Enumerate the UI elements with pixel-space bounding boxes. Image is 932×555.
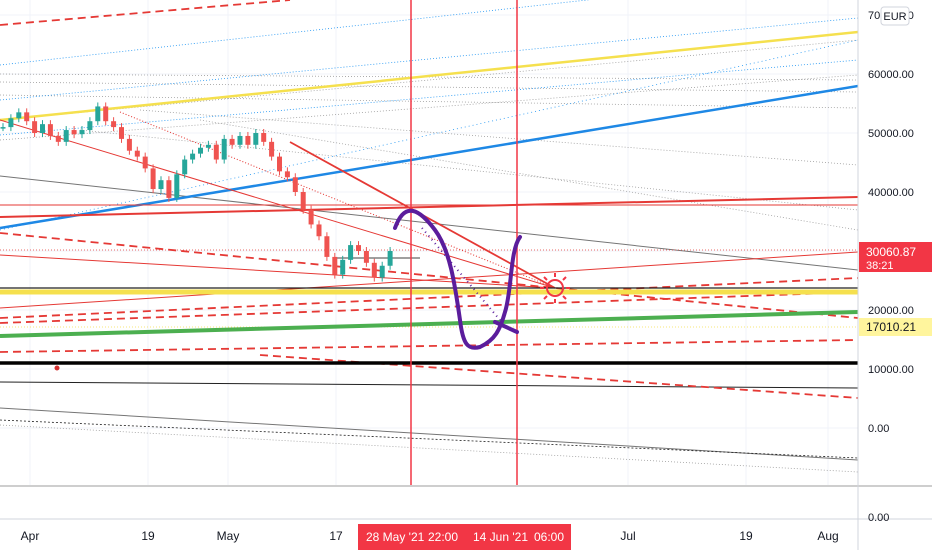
candle-body (213, 144, 219, 160)
candle-body (292, 177, 298, 192)
candle-body (340, 259, 346, 275)
candle-body (142, 156, 148, 169)
hand-drawn-path[interactable] (393, 208, 522, 350)
candle-body (79, 130, 85, 135)
candle-body (103, 106, 109, 122)
level-price-label: 17010.21 (859, 318, 932, 336)
candle-body (300, 192, 306, 210)
gridlines (0, 0, 858, 485)
svg-text:17010.21: 17010.21 (866, 320, 916, 334)
x-tick-label: Jul (620, 529, 635, 543)
candle-body (237, 135, 243, 145)
current-price-label: 30060.87 38:21 (859, 242, 932, 272)
price-series (0, 102, 393, 282)
x-tick-label: 17 (329, 529, 343, 543)
x-tick-label: Aug (817, 529, 838, 543)
candle-body (71, 130, 77, 135)
candle-body (47, 124, 53, 136)
candle-body (253, 133, 259, 145)
candle-body (182, 159, 188, 175)
candle-body (32, 121, 38, 133)
candle-body (111, 121, 117, 128)
candle-body (198, 147, 203, 154)
candle-body (308, 209, 314, 225)
candle-body (284, 171, 290, 178)
candle-body (221, 138, 227, 160)
candle-body (371, 262, 377, 278)
candle-body (277, 156, 282, 172)
hand-drawn-tail (493, 320, 519, 334)
candle-body (0, 127, 6, 129)
candle-body (348, 245, 354, 260)
candle-body (205, 144, 211, 148)
candle-body (229, 138, 235, 145)
candle-body (174, 174, 180, 198)
svg-text:14 Jun '21: 14 Jun '21 (473, 530, 528, 544)
candle-body (332, 256, 338, 275)
candle-body (166, 180, 172, 198)
y-tick-label: 10000.00 (868, 364, 914, 376)
svg-text:22:00: 22:00 (428, 530, 458, 544)
dot-marker (54, 365, 60, 371)
sun-marker-icon[interactable] (540, 273, 570, 303)
currency-badge[interactable]: EUR (880, 6, 910, 26)
candle-body (126, 138, 132, 151)
candle-body (387, 251, 393, 266)
candle-body (245, 135, 251, 145)
x-tick-label: Apr (21, 529, 40, 543)
price-axis[interactable]: 70000.0060000.0050000.0040000.0030000.00… (868, 10, 914, 435)
candle-body (190, 153, 196, 160)
y-tick-label: 0.00 (868, 423, 889, 435)
candle-body (8, 118, 14, 128)
svg-text:30060.87: 30060.87 (866, 245, 916, 259)
x-tick-label: 19 (739, 529, 753, 543)
candle-body (363, 251, 369, 263)
candle-body (261, 133, 267, 142)
candle-body (324, 236, 330, 257)
candle-body (316, 224, 322, 237)
candle-body (55, 135, 61, 142)
y-tick-label: 20000.00 (868, 305, 914, 317)
candle-body (63, 130, 69, 142)
time-axis[interactable]: Apr 19 May 17 Jul 19 Aug (21, 529, 839, 543)
y-tick-label: 60000.00 (868, 69, 914, 81)
y-tick-label: 40000.00 (868, 187, 914, 199)
candle-body (95, 106, 101, 122)
trendlines (0, 0, 858, 473)
highlighted-time-range: 28 May '21 22:00 14 Jun '21 06:00 (358, 524, 571, 550)
svg-text:EUR: EUR (883, 11, 906, 23)
candle-body (119, 127, 124, 139)
svg-text:06:00: 06:00 (534, 530, 564, 544)
lower-pane-tick-label: 0.00 (868, 512, 889, 524)
x-tick-label: 19 (141, 529, 155, 543)
y-tick-label: 50000.00 (868, 128, 914, 140)
candle-body (356, 245, 361, 251)
candle-body (87, 121, 93, 131)
candle-body (24, 112, 30, 122)
candle-body (158, 180, 164, 190)
svg-text:38:21: 38:21 (866, 260, 894, 272)
candle-body (150, 168, 156, 190)
candle-body (379, 265, 385, 278)
candle-body (269, 141, 275, 157)
candle-body (134, 150, 140, 157)
hand-drawn-dotted (421, 227, 501, 321)
candle-body (16, 112, 22, 119)
svg-text:28 May '21: 28 May '21 (366, 530, 425, 544)
candle-body (40, 124, 45, 133)
x-tick-label: May (217, 529, 240, 543)
